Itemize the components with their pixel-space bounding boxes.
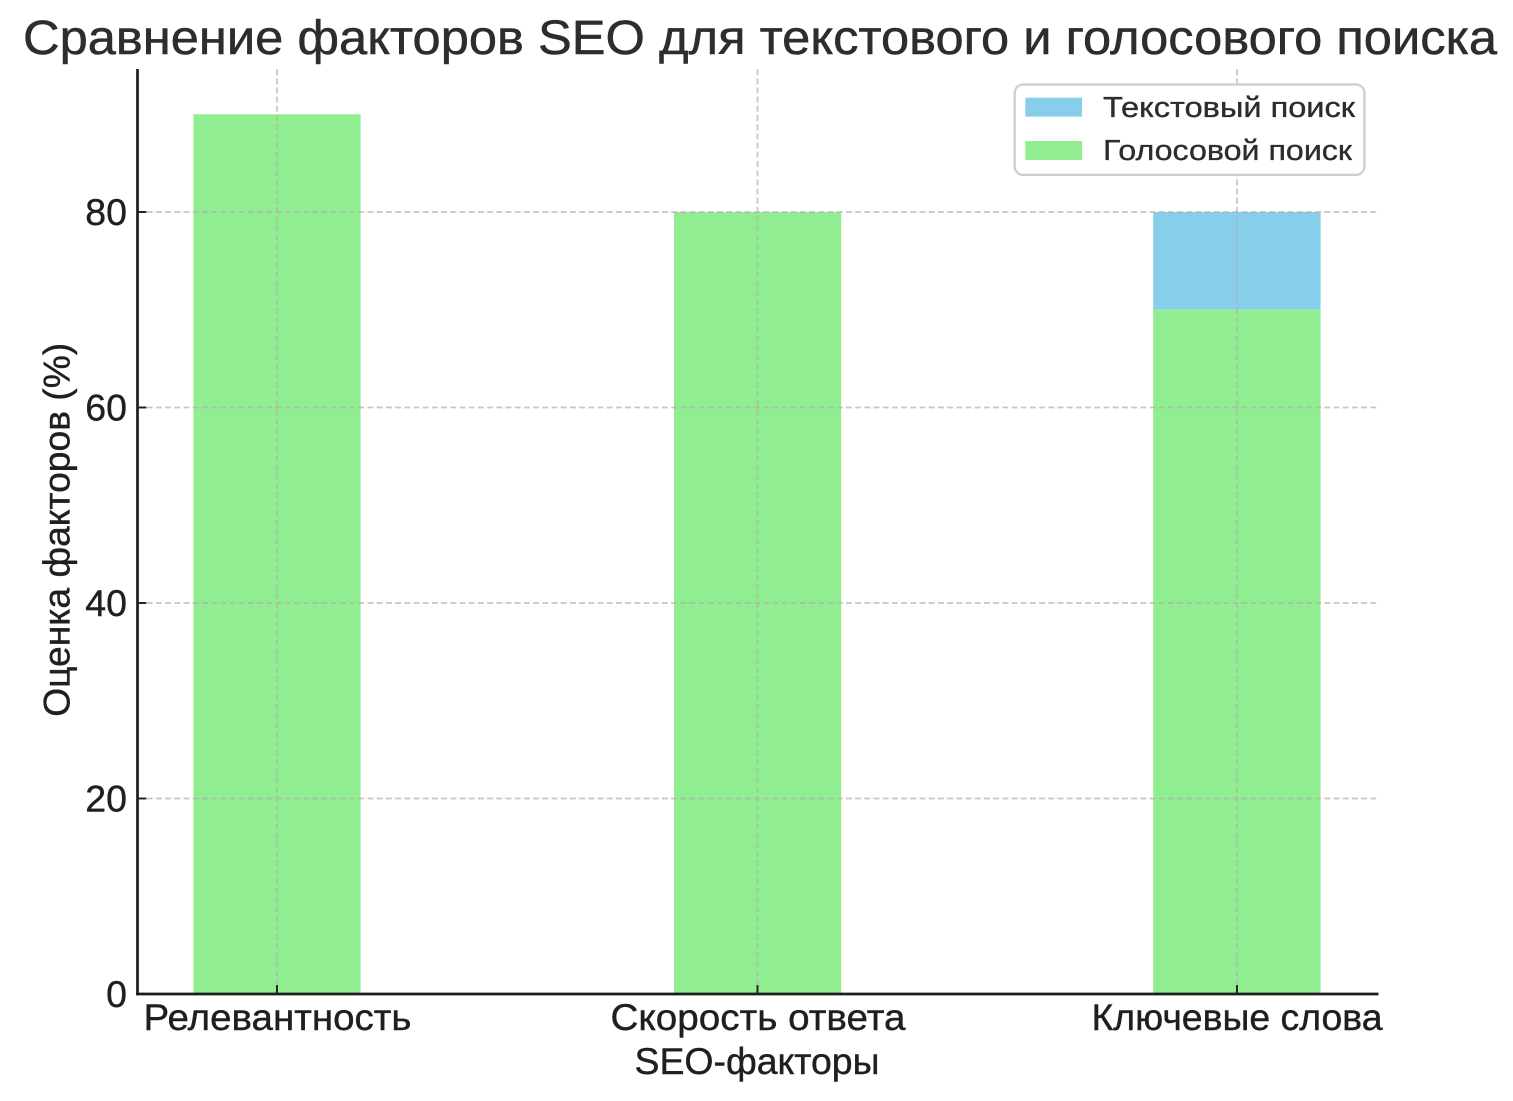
svg-text:Текстовый поиск: Текстовый поиск	[1103, 92, 1355, 124]
svg-text:Сравнение факторов SEO для тек: Сравнение факторов SEO для текстового и …	[23, 12, 1497, 65]
svg-text:20: 20	[85, 778, 127, 820]
svg-text:Оценка факторов (%): Оценка факторов (%)	[37, 343, 78, 717]
svg-text:40: 40	[85, 582, 127, 624]
svg-text:Скорость ответа: Скорость ответа	[611, 996, 906, 1038]
svg-text:Релевантность: Релевантность	[144, 996, 412, 1038]
svg-text:80: 80	[85, 191, 127, 233]
svg-text:60: 60	[85, 387, 127, 429]
svg-text:Ключевые слова: Ключевые слова	[1092, 996, 1383, 1038]
svg-text:Голосовой поиск: Голосовой поиск	[1103, 135, 1352, 167]
svg-text:0: 0	[106, 973, 127, 1015]
svg-text:SEO-факторы: SEO-факторы	[635, 1041, 880, 1082]
